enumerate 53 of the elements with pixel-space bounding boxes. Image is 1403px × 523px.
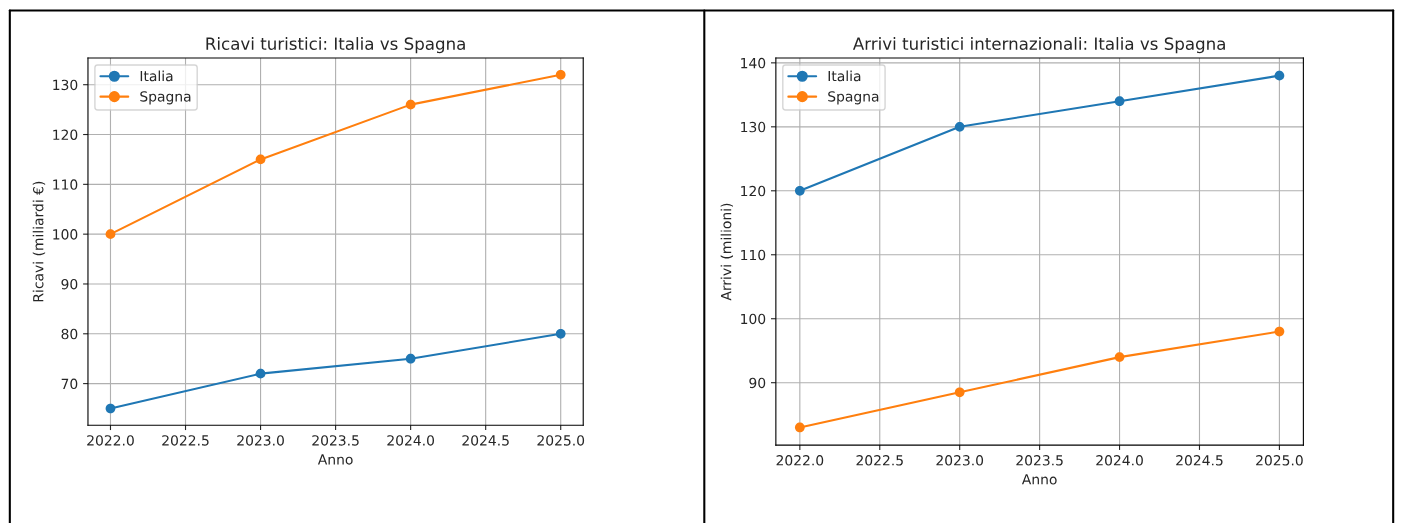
legend-label: Italia bbox=[828, 70, 861, 82]
x-tick-label: 2023.5 bbox=[312, 435, 359, 446]
y-tick-label: 110 bbox=[53, 179, 78, 190]
x-tick-label: 2024.0 bbox=[1096, 455, 1143, 466]
x-tick-label: 2022.5 bbox=[162, 435, 209, 446]
legend-label: Italia bbox=[140, 70, 173, 82]
point bbox=[405, 353, 416, 364]
point bbox=[794, 422, 805, 433]
legend-label: Spagna bbox=[140, 91, 191, 105]
x-tick-label: 2022.0 bbox=[776, 455, 824, 466]
point bbox=[105, 403, 116, 414]
y-tick-label: 100 bbox=[741, 313, 766, 325]
point bbox=[954, 121, 965, 132]
point bbox=[555, 328, 566, 339]
y-axis-title: Ricavi (miliardi €) bbox=[32, 181, 46, 302]
x-axis-title: Anno bbox=[317, 454, 353, 465]
y-tick-label: 110 bbox=[741, 249, 766, 261]
y-tick-label: 130 bbox=[741, 121, 766, 133]
x-tick-label: 2023.0 bbox=[237, 435, 284, 446]
y-tick-label: 70 bbox=[61, 378, 78, 390]
point bbox=[954, 387, 965, 398]
y-tick-label: 140 bbox=[741, 57, 766, 69]
point bbox=[405, 99, 416, 110]
x-tick-label: 2022.5 bbox=[856, 455, 903, 466]
point bbox=[1274, 70, 1285, 81]
point bbox=[105, 229, 116, 240]
y-tick-label: 100 bbox=[53, 229, 78, 240]
point bbox=[794, 185, 805, 196]
y-tick-label: 130 bbox=[53, 79, 78, 91]
x-tick-label: 2025.0 bbox=[537, 435, 585, 446]
x-tick-label: 2024.5 bbox=[462, 435, 509, 446]
x-tick-label: 2024.0 bbox=[387, 435, 435, 446]
x-tick-label: 2023.5 bbox=[1016, 455, 1063, 466]
point bbox=[255, 154, 266, 165]
y-axis-title: Arrivi (milioni) bbox=[720, 203, 734, 301]
legend-label: Spagna bbox=[828, 91, 879, 105]
x-tick-label: 2025.0 bbox=[1256, 455, 1303, 466]
x-axis-title: Anno bbox=[1021, 474, 1057, 485]
y-tick-label: 90 bbox=[749, 377, 766, 389]
chart-title: Arrivi turistici internazionali: Italia vs Spagna bbox=[852, 37, 1225, 54]
point bbox=[1114, 352, 1125, 362]
point bbox=[1114, 96, 1125, 107]
y-tick-label: 80 bbox=[61, 328, 78, 340]
point bbox=[555, 69, 566, 80]
y-tick-label: 120 bbox=[741, 185, 766, 197]
x-tick-label: 2024.5 bbox=[1176, 455, 1223, 466]
x-tick-label: 2023.0 bbox=[936, 455, 984, 466]
point bbox=[255, 368, 266, 379]
point bbox=[1274, 326, 1285, 337]
x-tick-label: 2022.0 bbox=[87, 435, 134, 446]
chart-title: Ricavi turistici: Italia vs Spagna bbox=[206, 37, 465, 54]
y-tick-label: 120 bbox=[53, 129, 78, 140]
y-tick-label: 90 bbox=[61, 278, 78, 290]
